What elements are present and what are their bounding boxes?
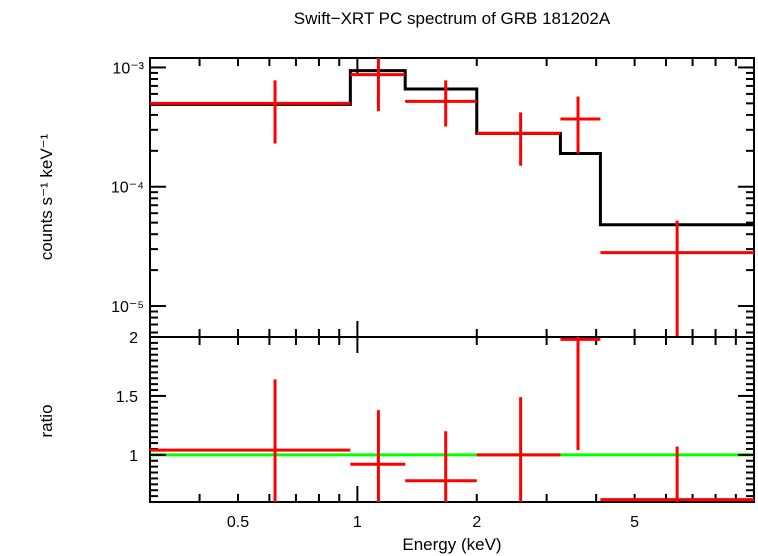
ratio-data-points [150,337,754,502]
data-point [150,379,351,502]
data-point [560,337,601,451]
data-point [600,220,754,337]
model-step-line [150,69,754,227]
y-tick-label: 10⁻⁵ [111,299,144,316]
data-point [350,410,406,502]
data-point [150,80,351,144]
y-tick-label: 1 [129,448,138,465]
x-tick-label: 5 [630,514,639,531]
x-tick-label: 2 [472,514,481,531]
ratio-panel-frame [149,336,755,503]
y-tick-label: 10⁻⁴ [111,180,144,197]
y-tick-label: 2 [129,330,138,347]
model-step-path [150,69,754,227]
spectrum-y-tick-labels: 10⁻³ 10⁻⁴ 10⁻⁵ [111,60,145,316]
spectrum-data-points [150,58,754,337]
spectrum-y-axis-label: counts s⁻¹ keV⁻¹ [37,133,56,260]
chart-title: Swift−XRT PC spectrum of GRB 181202A [294,9,611,28]
ratio-y-axis-label: ratio [37,404,56,437]
data-point [600,446,754,502]
data-point [405,80,477,127]
x-axis-label: Energy (keV) [402,535,501,554]
ratio-axis-ticks [149,336,755,502]
ratio-y-tick-labels: 11.52 [116,330,138,465]
data-point [405,431,477,502]
data-point [350,58,406,112]
y-tick-label: 10⁻³ [112,60,144,77]
x-tick-label: 0.5 [227,514,249,531]
y-tick-label: 1.5 [116,389,138,406]
data-point [476,397,561,502]
spectrum-axis-ticks [149,58,755,337]
data-point [560,96,601,154]
ratio-panel: 11.52 0.5 1 2 5 [116,330,755,531]
x-tick-label: 1 [353,514,362,531]
spectrum-panel: 10⁻³ 10⁻⁴ 10⁻⁵ [111,57,755,338]
energy-x-tick-labels: 0.5 1 2 5 [227,514,639,531]
data-point [476,112,561,166]
